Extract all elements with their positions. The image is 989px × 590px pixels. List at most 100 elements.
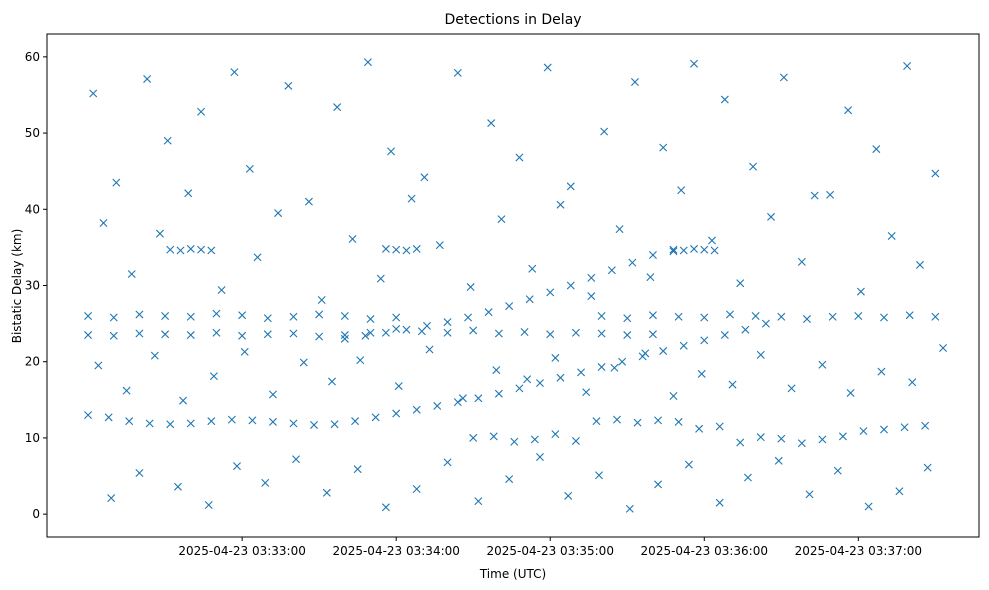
data-point — [618, 357, 627, 366]
data-point — [564, 491, 573, 500]
data-point — [166, 245, 175, 254]
data-point — [340, 311, 349, 320]
data-point — [433, 401, 442, 410]
data-point — [872, 145, 881, 154]
data-point — [453, 398, 462, 407]
data-point — [700, 245, 709, 254]
data-point — [487, 119, 496, 128]
data-point — [186, 331, 195, 340]
data-point — [587, 273, 596, 282]
data-point — [263, 330, 272, 339]
data-point — [143, 74, 152, 83]
data-point — [340, 331, 349, 340]
data-point — [425, 345, 434, 354]
data-point — [695, 424, 704, 433]
data-point — [535, 452, 544, 461]
data-point — [107, 494, 116, 503]
data-point — [556, 373, 565, 382]
data-point — [530, 435, 539, 444]
data-point — [186, 312, 195, 321]
data-point — [707, 236, 716, 245]
data-point — [582, 388, 591, 397]
data-point — [135, 329, 144, 338]
data-point — [392, 409, 401, 418]
data-point — [268, 390, 277, 399]
data-point — [859, 427, 868, 436]
data-point — [464, 313, 473, 322]
data-point — [84, 331, 93, 340]
data-point — [363, 58, 372, 67]
data-point — [304, 197, 313, 206]
data-point — [197, 245, 206, 254]
data-point — [556, 200, 565, 209]
x-tick-label: 2025-04-23 03:35:00 — [487, 544, 614, 558]
data-point — [333, 103, 342, 112]
data-point — [623, 314, 632, 323]
data-point — [528, 264, 537, 273]
data-point — [908, 378, 917, 387]
data-point — [84, 411, 93, 420]
data-point — [420, 173, 429, 182]
y-tick-label: 20 — [25, 355, 40, 369]
data-point — [161, 330, 170, 339]
data-point — [505, 302, 514, 311]
data-point — [155, 229, 164, 238]
data-point — [679, 341, 688, 350]
data-point — [648, 311, 657, 320]
data-point — [628, 258, 637, 267]
data-point — [566, 182, 575, 191]
data-point — [381, 328, 390, 337]
data-point — [615, 225, 624, 234]
data-point — [597, 363, 606, 372]
data-point — [880, 313, 888, 322]
data-point — [412, 484, 421, 493]
plot-frame — [46, 33, 980, 538]
data-point — [905, 311, 914, 320]
data-point — [597, 311, 606, 320]
data-point — [915, 260, 924, 269]
data-point — [489, 432, 498, 441]
data-point — [741, 325, 750, 334]
data-point — [828, 312, 837, 321]
data-point — [720, 95, 729, 104]
data-point — [109, 331, 118, 340]
data-point — [677, 186, 686, 195]
data-point — [299, 358, 308, 367]
data-point — [846, 388, 855, 397]
data-point — [810, 191, 819, 200]
x-tick-label: 2025-04-23 03:37:00 — [795, 544, 922, 558]
data-point — [179, 396, 188, 405]
data-point — [381, 244, 390, 253]
data-point — [844, 106, 853, 115]
data-point — [209, 372, 218, 381]
data-point — [774, 456, 783, 465]
data-point — [597, 329, 606, 338]
data-point — [351, 417, 360, 426]
data-point — [710, 246, 719, 255]
data-point — [551, 353, 560, 362]
data-point — [623, 331, 632, 340]
data-point — [520, 328, 529, 336]
data-point — [176, 246, 185, 255]
axis-ticks: 0 10 20 30 40 50 60 2025-04-23 03:33:00 2025-04-… — [25, 50, 922, 558]
data-point — [592, 417, 601, 426]
data-point — [546, 330, 555, 339]
data-point — [366, 328, 375, 337]
data-point — [435, 241, 444, 250]
data-point — [217, 286, 226, 295]
x-tick-label: 2025-04-23 03:36:00 — [641, 544, 768, 558]
data-point — [238, 311, 247, 320]
data-point — [376, 274, 385, 283]
data-point — [646, 273, 655, 282]
data-point — [356, 356, 365, 365]
data-point — [330, 420, 339, 429]
data-point — [725, 310, 734, 319]
series-band-26km — [84, 309, 940, 324]
data-point — [633, 418, 642, 427]
data-point — [510, 437, 519, 446]
data-point — [109, 313, 118, 322]
data-point — [94, 361, 103, 370]
data-point — [315, 310, 324, 319]
data-point — [515, 153, 524, 162]
